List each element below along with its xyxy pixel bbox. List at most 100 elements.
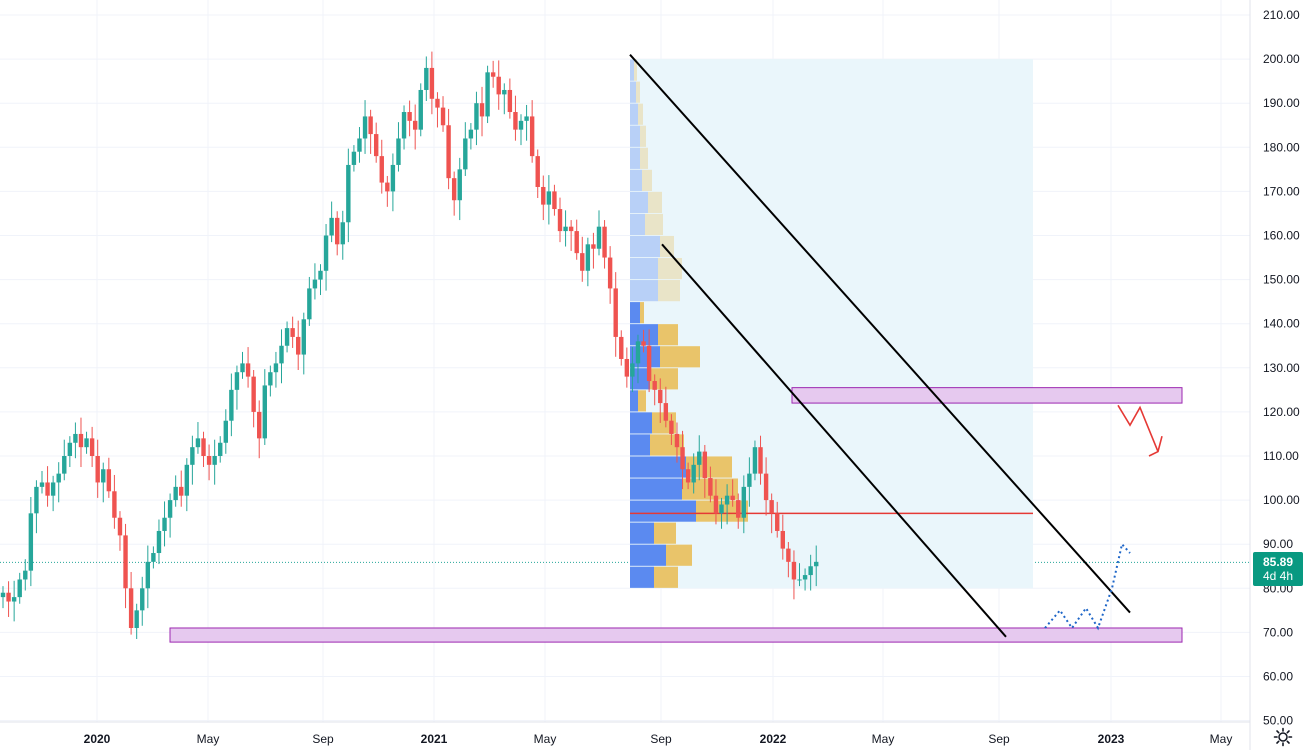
profile-bar-down (645, 213, 663, 236)
candle-body (435, 98, 440, 108)
candle-body (245, 363, 251, 377)
candle-body (440, 107, 446, 126)
price-tick-label: 210.00 (1263, 8, 1300, 22)
candle-body (329, 217, 334, 236)
candle-body (234, 372, 240, 390)
candle-body (574, 231, 579, 254)
candle-body (786, 548, 791, 562)
candle-body (490, 72, 496, 77)
price-axis[interactable]: 210.00 200.00 190.00 180.00 170.00 160.00 150.… (1249, 0, 1300, 750)
price-tick-label: 100.00 (1263, 493, 1300, 507)
candle-body (251, 376, 256, 412)
price-tick-label: 110.00 (1263, 449, 1299, 463)
candle-body (290, 328, 295, 337)
candle-body (11, 597, 17, 602)
profile-bar-up (630, 103, 638, 125)
candle-countdown: 4d 4h (1262, 569, 1294, 583)
candle-body (106, 469, 112, 492)
candle-body (663, 403, 669, 421)
profile-bar-up (630, 280, 658, 302)
settings-gear-icon[interactable] (1273, 727, 1293, 747)
time-tick-label: 2023 (1098, 732, 1125, 746)
candle-body (45, 482, 50, 496)
candle-body (802, 575, 808, 580)
candle-body (279, 345, 284, 364)
profile-bar-down (638, 390, 646, 412)
candle-body (619, 336, 624, 359)
profile-bar-down (640, 125, 646, 147)
candle-body (128, 588, 134, 628)
candle-body (457, 169, 462, 201)
candle-body (591, 244, 596, 249)
down-arrow-head (1148, 435, 1163, 457)
candle-body (541, 186, 546, 205)
candle-body (563, 226, 568, 232)
candle-body (713, 495, 719, 514)
price-tick-label: 130.00 (1263, 361, 1300, 375)
price-tick-label: 170.00 (1263, 184, 1300, 198)
candle-body (351, 151, 357, 165)
candle-body (167, 500, 173, 518)
projection-path (1044, 542, 1131, 631)
profile-bar-down (638, 103, 643, 125)
candle-body (585, 244, 591, 271)
candle-body (702, 451, 708, 479)
time-axis[interactable]: 2020 May Sep 2021 May Sep 2022 May Sep 2023 May (0, 721, 1250, 746)
candle-body (747, 473, 752, 487)
candle-body (357, 138, 362, 152)
candle-body (641, 341, 646, 346)
down-arrow-path (1117, 404, 1159, 452)
price-tick-label: 60.00 (1263, 670, 1293, 684)
candle-body (507, 89, 513, 113)
candle-body (401, 112, 407, 139)
candle-body (23, 570, 28, 580)
candle-body (379, 156, 384, 183)
candle-body (596, 226, 602, 249)
candle-body (140, 588, 145, 611)
candle-body (340, 222, 345, 245)
resistance-zone (791, 387, 1183, 404)
candle-body (775, 513, 780, 531)
candle-body (697, 451, 702, 465)
candle-body (257, 411, 262, 439)
candle-body (479, 103, 485, 117)
candle-body (724, 495, 730, 505)
candle-body (218, 442, 223, 456)
time-tick-label: Sep (312, 732, 334, 746)
candle-body (674, 433, 680, 448)
candle-body (201, 438, 206, 456)
price-tick-label: 90.00 (1263, 537, 1293, 551)
candle-body (518, 120, 524, 130)
candle-body (741, 486, 747, 518)
time-tick-label: 2020 (84, 732, 111, 746)
profile-bar-down (634, 59, 637, 81)
profile-bar-up (630, 59, 634, 81)
candle-body (39, 482, 45, 487)
profile-bar-up (630, 302, 640, 324)
profile-bar-down (660, 346, 700, 368)
candle-body (797, 579, 802, 581)
candle-body (223, 420, 228, 443)
candle-body (145, 561, 151, 589)
candle-body (284, 328, 290, 346)
candle-body (546, 191, 552, 205)
candle-body (814, 561, 819, 567)
candle-body (446, 125, 451, 179)
candle-body (485, 72, 490, 117)
candle-body (780, 530, 785, 549)
candle-body (529, 116, 535, 157)
candle-body (719, 504, 724, 514)
candle-body (396, 138, 401, 165)
candle-body (190, 447, 195, 465)
candle-body (112, 491, 117, 518)
profile-bar-up (630, 147, 640, 169)
candle-body (346, 164, 351, 223)
candle-body (496, 76, 501, 95)
profile-bar-up (630, 544, 666, 566)
candle-body (101, 469, 106, 483)
trend-drawings (629, 54, 1163, 638)
profile-bar-up (630, 434, 650, 456)
candle-body (730, 495, 735, 501)
profile-bar-down (658, 280, 680, 302)
